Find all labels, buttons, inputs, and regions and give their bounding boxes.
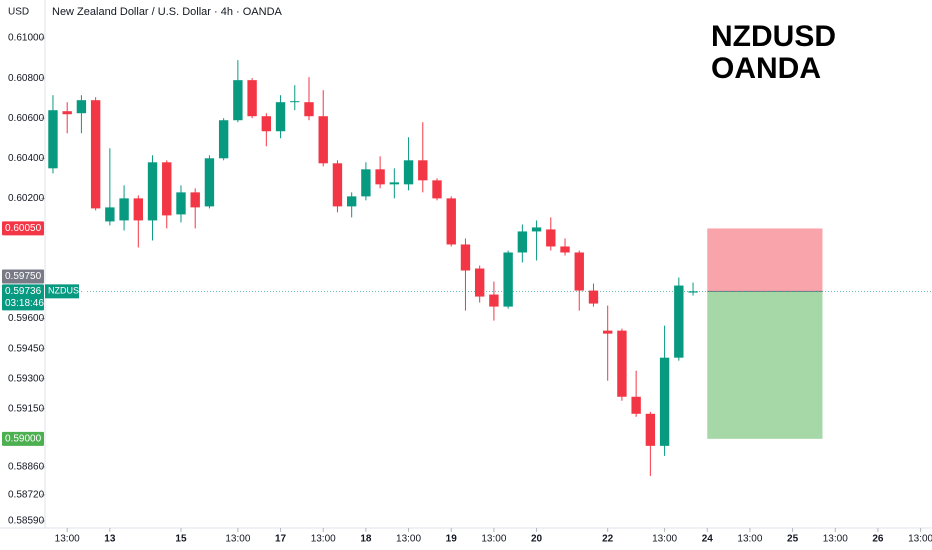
candle-body [304,102,314,117]
candle-body [617,330,627,397]
candle-body [674,285,684,358]
target-price-label-bg [2,431,44,446]
y-tick-label: 0.59300 [8,373,45,384]
candle-body [645,413,656,446]
y-tick-label: 0.60400 [8,153,45,164]
x-tick-label: 18 [360,534,372,545]
candle-body [432,180,442,199]
candle-body [659,357,670,446]
candle-body [546,229,556,247]
target-price-label: 0.59000 [5,433,42,444]
candle-body [560,246,570,253]
currency: USD [8,7,29,18]
x-tick-label: 24 [702,534,714,545]
candle-body [574,252,584,291]
candle-body [190,192,200,208]
candle-body [375,169,385,185]
y-tick-label: 0.59450 [8,343,45,354]
x-tick-label: 13:00 [396,534,421,545]
y-tick-label: 0.59150 [8,403,45,414]
candle-body [588,290,599,304]
stop-zone [707,228,823,292]
symbol-tag: NZDUSD [48,286,86,296]
x-tick-label: 19 [446,534,458,545]
candle-body [261,116,272,132]
x-tick-label: 13:00 [652,534,677,545]
candle-body [403,160,414,185]
candle-body [361,169,371,197]
watermark-broker: OANDA [711,52,821,85]
candle-body [446,198,456,245]
last-price-label-bg [2,284,44,311]
candle-body [62,111,72,115]
candle-body [460,244,471,271]
watermark-symbol: NZDUSD [711,20,836,53]
x-tick-label: 13 [104,534,116,545]
y-tick-label: 0.58860 [8,462,45,473]
candle-body [176,192,186,215]
candle-body [503,252,513,307]
candle-body [133,198,144,221]
countdown: 03:18:46 [5,298,44,309]
candle-body [275,102,286,132]
y-tick-label: 0.58590 [8,516,45,527]
x-tick-label: 13:00 [823,534,848,545]
candle-body [247,80,257,117]
candle-body [162,162,172,216]
candle-body [631,396,641,414]
candle-body [474,268,485,297]
candle-body [204,158,215,207]
chart-title: New Zealand Dollar / U.S. Dollar · 4h · … [52,6,283,18]
y-tick-label: 0.60200 [8,193,45,204]
candle-body [346,196,357,207]
x-tick-label: 13:00 [55,534,80,545]
y-tick-label: 0.60600 [8,113,45,124]
candle-body [90,100,101,209]
alert-price-label-bg [2,269,44,284]
candle-body [48,110,58,169]
candle-body [290,101,300,103]
x-tick-label: 26 [872,534,884,545]
x-tick-label: 25 [787,534,799,545]
candle-body [332,163,343,207]
x-tick-label: 13:00 [311,534,336,545]
y-tick-label: 0.58720 [8,490,45,501]
x-tick-label: 22 [602,534,614,545]
x-tick-label: 13:00 [737,534,762,545]
symbol-tag-bg [45,284,79,299]
stop-price-label: 0.60050 [5,223,42,234]
candle-body [603,330,613,334]
x-tick-label: 20 [531,534,543,545]
candle-body [517,231,528,253]
stop-price-label-bg [2,221,44,236]
candle-body [489,294,499,307]
candle-body [531,227,542,232]
x-tick-label: 15 [175,534,187,545]
y-tick-label: 0.61000 [8,33,45,44]
x-tick-label: 13:00 [908,534,932,545]
candle-body [76,100,87,114]
candle-body [119,198,129,221]
y-tick-label: 0.60800 [8,73,45,84]
candle-body [389,182,400,185]
candle-body [233,80,243,121]
last-price-label: 0.59736 [5,286,42,297]
y-tick-label: 0.59600 [8,313,45,324]
alert-price-label: 0.59750 [5,271,42,282]
x-tick-label: 17 [275,534,287,545]
candle-body [318,116,328,164]
candle-body [218,120,229,159]
candle-body [418,160,428,181]
candle-body [105,207,115,222]
target-zone [707,291,823,439]
candle-body [147,162,158,221]
x-tick-label: 13:00 [481,534,506,545]
x-tick-label: 13:00 [225,534,250,545]
candle-body [688,291,698,293]
